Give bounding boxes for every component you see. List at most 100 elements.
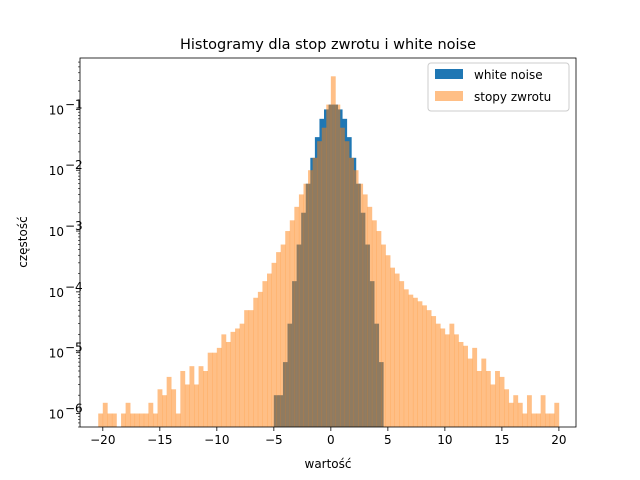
histogram-bar: [107, 413, 113, 427]
histogram-bar: [289, 220, 295, 427]
legend-label-white-noise: white noise: [474, 68, 543, 82]
histogram-bar: [554, 402, 560, 427]
histogram-bar: [194, 384, 199, 427]
histogram-bar: [276, 252, 281, 427]
histogram-bar: [399, 281, 405, 427]
histogram-bar: [353, 170, 359, 427]
histogram-bar: [312, 157, 318, 427]
x-tick-label: −5: [265, 433, 283, 447]
histogram-bar: [294, 206, 300, 427]
histogram-bar: [403, 289, 409, 427]
histogram-bar: [495, 370, 500, 427]
legend-label-stopy-zwrotu: stopy zwrotu: [474, 90, 551, 104]
histogram-bar: [522, 413, 528, 427]
y-tick-label: 10: [49, 408, 64, 422]
histogram-bar: [157, 389, 163, 427]
histogram-bar: [225, 341, 231, 427]
y-tick-exponent: −6: [65, 402, 83, 416]
histogram-bar: [362, 194, 368, 427]
x-tick-label: −10: [204, 433, 229, 447]
histogram-bar: [102, 402, 108, 427]
histogram-bar: [344, 141, 350, 427]
histogram-bar: [431, 316, 437, 427]
histogram-bar: [139, 413, 145, 427]
histogram-bar: [349, 157, 354, 427]
y-axis: 10−610−510−410−310−210−1: [49, 61, 83, 428]
x-axis-label: wartość: [305, 457, 352, 471]
x-tick-label: 5: [384, 433, 392, 447]
x-tick-label: 0: [327, 433, 335, 447]
y-tick-exponent: −3: [65, 219, 83, 233]
histogram-bar: [440, 328, 446, 427]
histogram-bar: [257, 291, 263, 427]
histogram-bar: [412, 297, 418, 427]
histogram-bar: [148, 402, 154, 427]
histogram-bar: [540, 395, 546, 427]
histogram-bar: [134, 413, 140, 427]
histogram-bar: [371, 220, 377, 427]
y-tick-label: 10: [49, 164, 64, 178]
histogram-bar: [435, 323, 441, 427]
x-tick-label: 20: [551, 433, 566, 447]
histogram-bar: [490, 384, 496, 427]
histogram-bar: [499, 376, 505, 427]
histogram-bar: [381, 244, 386, 427]
histogram-bar: [235, 328, 240, 427]
histogram-bar: [376, 231, 382, 427]
histogram-bar: [321, 127, 327, 428]
histogram-bar: [508, 402, 514, 427]
legend-frame: [427, 62, 570, 112]
histogram-bar: [549, 413, 555, 427]
histogram-bar: [467, 358, 473, 427]
histogram-bar: [449, 323, 455, 427]
histogram-bar: [330, 76, 336, 427]
x-tick-label: 10: [437, 433, 452, 447]
y-tick-label: 10: [49, 225, 64, 239]
histogram-bar: [408, 294, 414, 427]
histogram-bar: [212, 352, 218, 427]
y-tick-label: 10: [49, 347, 64, 361]
histogram-bar: [426, 310, 432, 427]
legend-swatch-white-noise: [435, 69, 463, 79]
histogram-bar: [230, 331, 236, 427]
histogram-bar: [358, 183, 364, 427]
histogram-bar: [285, 231, 291, 427]
x-axis: −20 −15 −10 −5 0 5 10 15 20: [90, 427, 567, 447]
histogram-bar: [253, 297, 259, 427]
histogram-bar: [326, 104, 332, 427]
histogram-bar: [216, 347, 222, 427]
histogram-bar: [458, 341, 464, 427]
histogram-bar: [504, 389, 510, 427]
x-tick-label: −15: [147, 433, 172, 447]
histogram-bar: [481, 358, 487, 427]
legend-swatch-stopy-zwrotu: [435, 91, 463, 101]
series-1: [98, 76, 560, 428]
histogram-bar: [111, 413, 117, 427]
y-tick-exponent: −4: [65, 280, 83, 294]
histogram-bar: [513, 395, 519, 427]
histogram-bar: [280, 244, 286, 427]
histogram-bar: [545, 413, 551, 427]
histogram-bar: [485, 370, 491, 427]
histogram-bar: [394, 273, 400, 427]
histogram-bar: [517, 402, 523, 427]
histogram-bar: [248, 310, 254, 427]
histogram-bar: [526, 395, 532, 427]
histogram-bar: [239, 323, 245, 427]
histogram-bar: [244, 310, 250, 427]
plot-frame: [79, 57, 577, 428]
histogram-bar: [184, 384, 190, 427]
y-tick-exponent: −1: [65, 97, 83, 111]
legend: white noise stopy zwrotu: [427, 62, 570, 112]
y-axis-label: częstość: [16, 216, 30, 267]
histogram-bar: [171, 389, 177, 427]
histogram-bar: [162, 395, 167, 427]
x-tick-label: 15: [494, 433, 509, 447]
histogram-bar: [267, 273, 272, 427]
histogram-bar: [303, 183, 309, 427]
histogram-bar: [166, 376, 172, 427]
histogram-bar: [298, 194, 304, 427]
histogram-bar: [367, 206, 373, 427]
histogram-bar: [121, 413, 126, 427]
